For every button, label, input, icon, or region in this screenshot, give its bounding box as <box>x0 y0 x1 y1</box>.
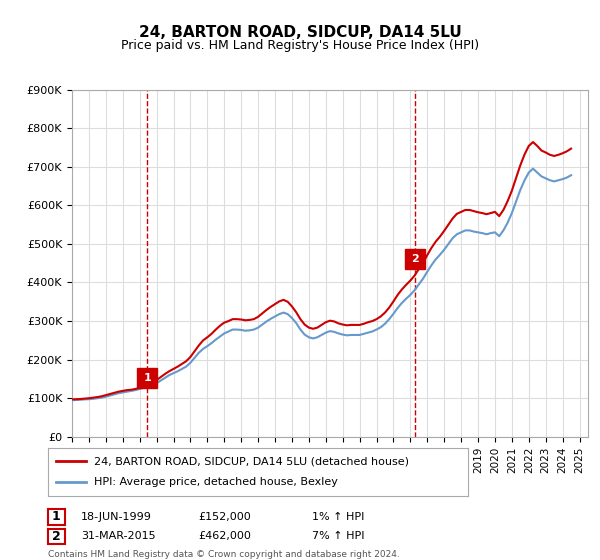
Text: 24, BARTON ROAD, SIDCUP, DA14 5LU (detached house): 24, BARTON ROAD, SIDCUP, DA14 5LU (detac… <box>94 456 409 466</box>
Text: Contains HM Land Registry data © Crown copyright and database right 2024.
This d: Contains HM Land Registry data © Crown c… <box>48 550 400 560</box>
Text: HPI: Average price, detached house, Bexley: HPI: Average price, detached house, Bexl… <box>94 477 338 487</box>
Text: 7% ↑ HPI: 7% ↑ HPI <box>312 531 365 542</box>
Text: 1% ↑ HPI: 1% ↑ HPI <box>312 512 364 522</box>
Text: 1: 1 <box>52 510 61 524</box>
Text: 18-JUN-1999: 18-JUN-1999 <box>81 512 152 522</box>
Text: 31-MAR-2015: 31-MAR-2015 <box>81 531 155 542</box>
Text: 2: 2 <box>411 254 418 264</box>
Text: £152,000: £152,000 <box>198 512 251 522</box>
Text: Price paid vs. HM Land Registry's House Price Index (HPI): Price paid vs. HM Land Registry's House … <box>121 39 479 52</box>
Text: £462,000: £462,000 <box>198 531 251 542</box>
Text: 2: 2 <box>52 530 61 543</box>
Text: 24, BARTON ROAD, SIDCUP, DA14 5LU: 24, BARTON ROAD, SIDCUP, DA14 5LU <box>139 25 461 40</box>
Text: 1: 1 <box>143 373 151 383</box>
